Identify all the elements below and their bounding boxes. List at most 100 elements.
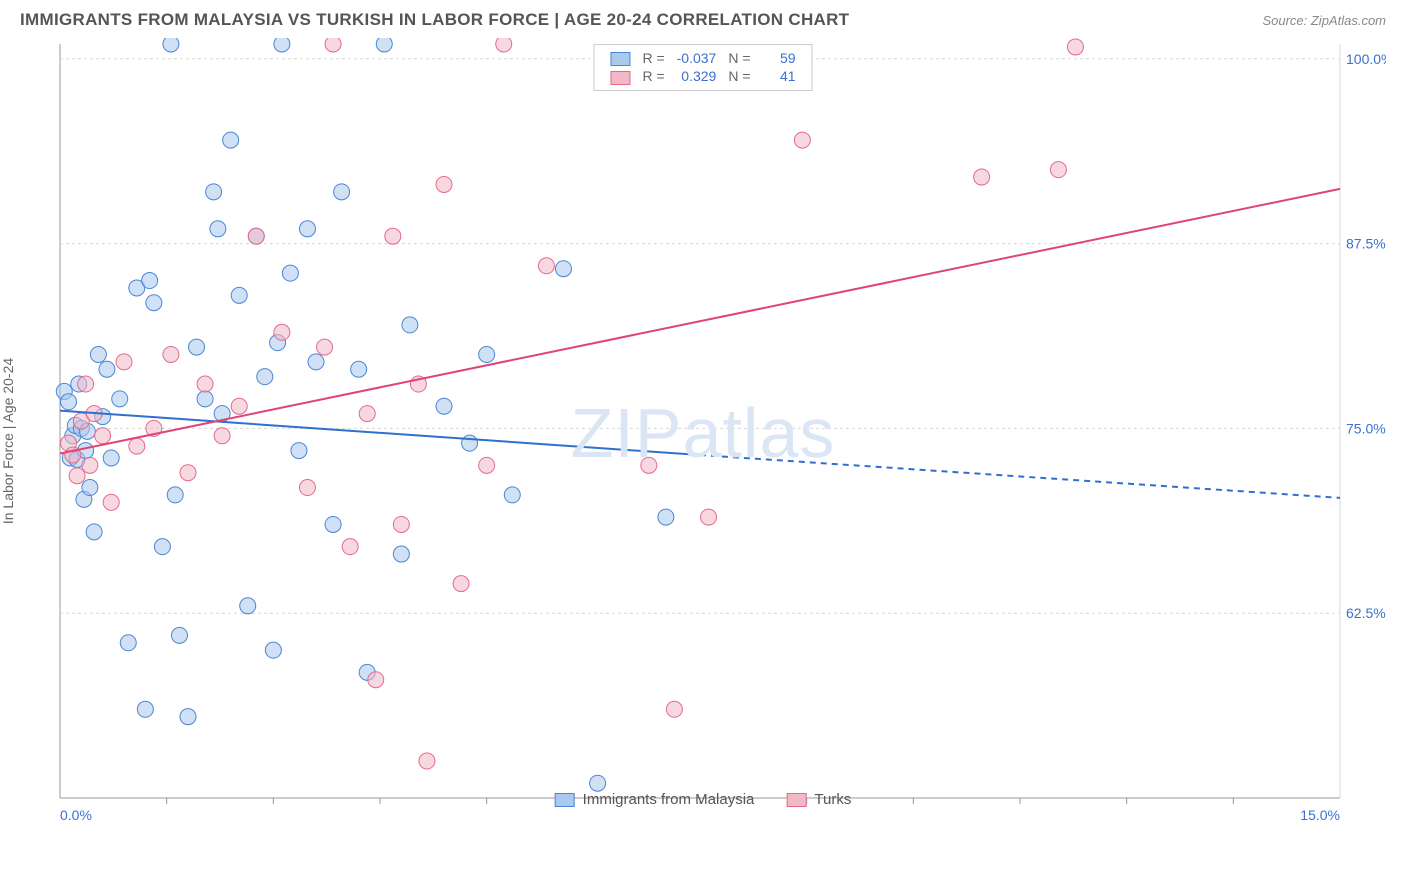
point-turks: [163, 346, 179, 362]
n-value-malaysia: 59: [757, 49, 802, 67]
point-malaysia: [137, 701, 153, 717]
point-malaysia: [257, 369, 273, 385]
point-turks: [974, 169, 990, 185]
correlation-chart: In Labor Force | Age 20-24 62.5%75.0%87.…: [20, 38, 1386, 828]
y-tick-label: 100.0%: [1346, 51, 1386, 67]
point-turks: [299, 480, 315, 496]
point-turks: [453, 576, 469, 592]
trend-turks: [60, 189, 1340, 454]
point-malaysia: [325, 516, 341, 532]
point-turks: [214, 428, 230, 444]
point-malaysia: [61, 394, 77, 410]
point-malaysia: [210, 221, 226, 237]
legend-label-malaysia: Immigrants from Malaysia: [583, 791, 755, 808]
y-tick-label: 87.5%: [1346, 236, 1386, 252]
point-turks: [1050, 162, 1066, 178]
point-turks: [325, 38, 341, 52]
point-malaysia: [86, 524, 102, 540]
x-tick-label: 15.0%: [1300, 807, 1340, 823]
point-turks: [78, 376, 94, 392]
point-malaysia: [206, 184, 222, 200]
point-malaysia: [142, 273, 158, 289]
source-attribution: Source: ZipAtlas.com: [1262, 13, 1386, 28]
legend-item-malaysia: Immigrants from Malaysia: [555, 791, 755, 808]
point-malaysia: [555, 261, 571, 277]
point-turks: [129, 438, 145, 454]
point-malaysia: [436, 398, 452, 414]
trend-malaysia-ext: [700, 455, 1340, 498]
x-tick-label: 0.0%: [60, 807, 92, 823]
point-malaysia: [658, 509, 674, 525]
point-turks: [479, 457, 495, 473]
stats-row-malaysia: R = -0.037 N = 59: [604, 49, 801, 67]
point-malaysia: [99, 361, 115, 377]
point-turks: [538, 258, 554, 274]
point-turks: [248, 228, 264, 244]
point-turks: [82, 457, 98, 473]
point-malaysia: [265, 642, 281, 658]
point-turks: [794, 132, 810, 148]
point-malaysia: [462, 435, 478, 451]
y-axis-label: In Labor Force | Age 20-24: [0, 358, 16, 524]
point-turks: [180, 465, 196, 481]
point-malaysia: [479, 346, 495, 362]
point-malaysia: [351, 361, 367, 377]
point-turks: [419, 753, 435, 769]
swatch-turks: [786, 793, 806, 807]
point-turks: [359, 406, 375, 422]
y-tick-label: 75.0%: [1346, 420, 1386, 436]
legend-label-turks: Turks: [814, 791, 851, 808]
point-malaysia: [180, 709, 196, 725]
point-malaysia: [189, 339, 205, 355]
stats-row-turks: R = 0.329 N = 41: [604, 67, 801, 85]
page-title: IMMIGRANTS FROM MALAYSIA VS TURKISH IN L…: [20, 10, 849, 30]
n-value-turks: 41: [757, 67, 802, 85]
point-malaysia: [282, 265, 298, 281]
point-turks: [666, 701, 682, 717]
point-turks: [641, 457, 657, 473]
point-malaysia: [240, 598, 256, 614]
point-malaysia: [103, 450, 119, 466]
point-turks: [385, 228, 401, 244]
point-malaysia: [231, 287, 247, 303]
point-malaysia: [146, 295, 162, 311]
point-malaysia: [163, 38, 179, 52]
point-malaysia: [291, 443, 307, 459]
point-turks: [69, 468, 85, 484]
series-legend: Immigrants from Malaysia Turks: [555, 791, 852, 808]
point-malaysia: [376, 38, 392, 52]
point-turks: [274, 324, 290, 340]
n-label: N =: [722, 49, 756, 67]
point-malaysia: [274, 38, 290, 52]
swatch-turks: [610, 71, 630, 85]
chart-svg: 62.5% 75.0% 87.5% 100.0% 0.0% 15.0%: [20, 38, 1386, 828]
point-malaysia: [112, 391, 128, 407]
r-value-turks: 0.329: [671, 67, 723, 85]
point-turks: [496, 38, 512, 52]
point-turks: [103, 494, 119, 510]
point-malaysia: [223, 132, 239, 148]
r-label: R =: [636, 49, 670, 67]
point-turks: [317, 339, 333, 355]
n-label: N =: [722, 67, 756, 85]
point-malaysia: [82, 480, 98, 496]
point-malaysia: [504, 487, 520, 503]
point-malaysia: [308, 354, 324, 370]
point-turks: [393, 516, 409, 532]
point-malaysia: [171, 627, 187, 643]
point-malaysia: [167, 487, 183, 503]
point-malaysia: [334, 184, 350, 200]
point-malaysia: [590, 775, 606, 791]
r-label: R =: [636, 67, 670, 85]
point-turks: [1067, 39, 1083, 55]
point-malaysia: [393, 546, 409, 562]
legend-item-turks: Turks: [786, 791, 851, 808]
point-malaysia: [402, 317, 418, 333]
point-malaysia: [120, 635, 136, 651]
point-turks: [197, 376, 213, 392]
point-turks: [436, 176, 452, 192]
swatch-malaysia: [610, 52, 630, 66]
point-malaysia: [299, 221, 315, 237]
y-tick-label: 62.5%: [1346, 605, 1386, 621]
point-malaysia: [154, 539, 170, 555]
